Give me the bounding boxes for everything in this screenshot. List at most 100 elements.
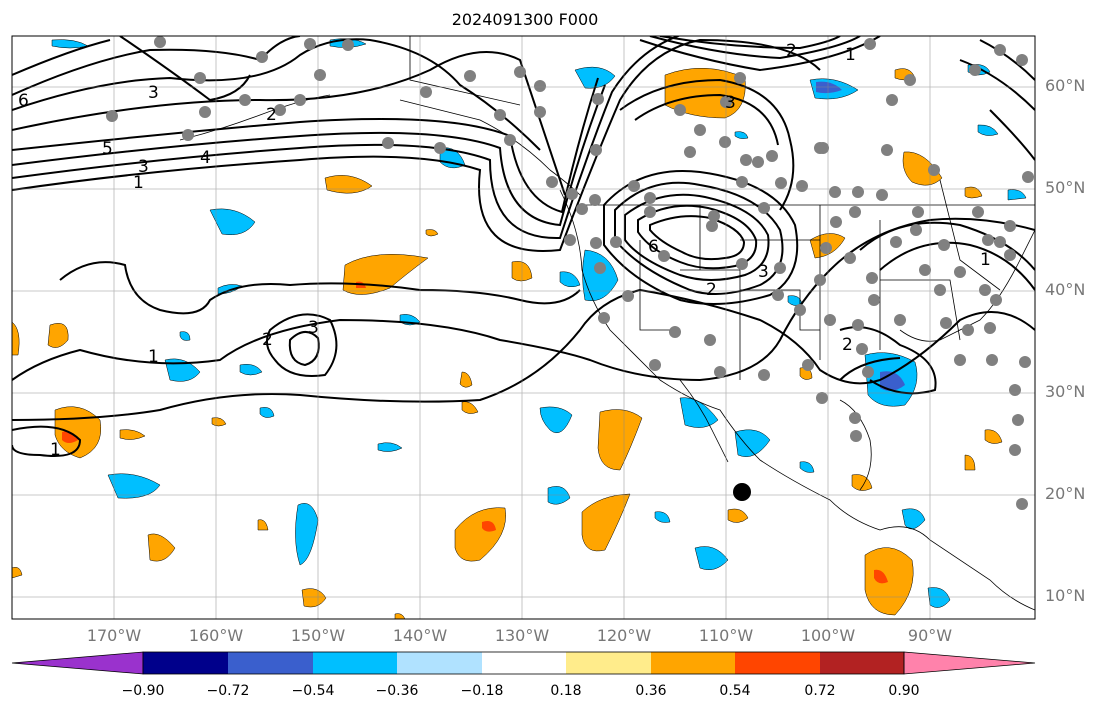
- positive-anomaly-area: [984, 429, 1003, 444]
- station-marker: [314, 69, 326, 81]
- negative-anomaly-area: [799, 461, 815, 473]
- station-marker: [194, 72, 206, 84]
- station-marker: [856, 343, 868, 355]
- positive-anomaly-area: [425, 229, 439, 237]
- station-marker: [928, 164, 940, 176]
- contour-label: 3: [308, 318, 319, 338]
- contour-label-group: 5 3 1 4 6 3 2 1 2 3 1 1 3 2 2 1 6 3 2: [18, 41, 991, 460]
- positive-anomaly-area: [147, 533, 176, 562]
- colorbar-segment: [651, 652, 735, 674]
- station-marker: [736, 176, 748, 188]
- anomaly-shading: [12, 38, 1027, 619]
- contour-label: 4: [200, 148, 211, 168]
- contour-line: [649, 215, 746, 261]
- negative-anomaly-area: [582, 249, 619, 302]
- contour-line: [603, 170, 799, 305]
- positive-anomaly-area: [119, 429, 146, 440]
- station-marker: [504, 134, 516, 146]
- station-marker: [420, 86, 432, 98]
- colorbar-segment: [482, 652, 566, 674]
- station-marker: [1012, 414, 1024, 426]
- station-marker: [904, 74, 916, 86]
- station-marker: [564, 234, 576, 246]
- station-marker: [774, 262, 786, 274]
- contour-line: [288, 331, 320, 367]
- contour-lines: [12, 36, 1035, 457]
- contour-line: [959, 59, 1035, 111]
- station-marker: [644, 206, 656, 218]
- colorbar-segment: [228, 652, 313, 674]
- station-marker: [708, 210, 720, 222]
- station-marker: [628, 180, 640, 192]
- latitude-label: 60°N: [1045, 76, 1086, 95]
- station-marker: [824, 314, 836, 326]
- station-marker: [830, 216, 842, 228]
- station-marker: [1009, 384, 1021, 396]
- station-marker: [434, 142, 446, 154]
- station-marker: [566, 188, 578, 200]
- station-marker: [775, 177, 787, 189]
- contour-label: 3: [138, 157, 149, 177]
- station-marker: [850, 430, 862, 442]
- station-marker: [694, 124, 706, 136]
- station-marker: [986, 354, 998, 366]
- gridlines: [12, 36, 1035, 619]
- station-marker: [589, 194, 601, 206]
- positive-anomaly-area: [851, 474, 873, 491]
- positive-anomaly-area: [459, 371, 473, 388]
- contour-label: 1: [50, 440, 61, 460]
- longitude-label: 120°W: [596, 626, 652, 645]
- coastline: [899, 229, 1035, 342]
- longitude-label: 130°W: [494, 626, 550, 645]
- positive-anomaly-area: [394, 613, 406, 619]
- positive-anomaly-area: [12, 321, 20, 356]
- station-marker: [182, 129, 194, 141]
- border: [939, 179, 1001, 291]
- station-marker: [534, 80, 546, 92]
- contour-label: 5: [102, 139, 113, 159]
- weather-map: 5 3 1 4 6 3 2 1 2 3 1 1 3 2 2 1 6 3 2: [11, 35, 1036, 620]
- station-marker: [938, 239, 950, 251]
- station-marker: [704, 334, 716, 346]
- contour-line: [649, 36, 861, 60]
- station-marker: [1019, 356, 1031, 368]
- station-marker: [610, 236, 622, 248]
- colorbar-tick-label: −0.54: [291, 683, 335, 699]
- station-marker: [796, 180, 808, 192]
- station-marker: [342, 39, 354, 51]
- contour-label: 3: [725, 93, 736, 113]
- station-marker: [706, 220, 718, 232]
- colorbar-tick-label: −0.18: [460, 683, 504, 699]
- negative-anomaly-area: [927, 587, 951, 608]
- station-marker: [852, 319, 864, 331]
- station-marker: [736, 258, 748, 270]
- longitude-label: 90°W: [907, 626, 953, 645]
- station-marker: [1022, 171, 1034, 183]
- contour-line: [265, 313, 338, 377]
- contour-line: [12, 39, 111, 76]
- negative-anomaly-area: [209, 208, 256, 235]
- contour-line: [12, 217, 1035, 382]
- contour-line: [12, 425, 82, 457]
- station-marker: [719, 136, 731, 148]
- contour-label: 3: [758, 262, 769, 282]
- station-markers: [106, 36, 1034, 510]
- coastline: [839, 399, 872, 491]
- contour-label: 1: [133, 173, 144, 193]
- station-marker: [546, 176, 558, 188]
- negative-anomaly-area: [164, 358, 201, 382]
- positive-anomaly-area: [454, 507, 506, 562]
- border: [880, 279, 961, 341]
- station-marker: [758, 202, 770, 214]
- station-marker: [881, 144, 893, 156]
- station-marker: [592, 93, 604, 105]
- station-marker: [894, 314, 906, 326]
- contour-line: [989, 109, 1035, 161]
- negative-anomaly-area: [734, 131, 749, 139]
- station-marker: [106, 110, 118, 122]
- colorbar-segment: [566, 652, 651, 674]
- station-marker: [864, 38, 876, 50]
- station-marker: [940, 317, 952, 329]
- longitude-label: 140°W: [392, 626, 448, 645]
- contour-label: 2: [706, 280, 717, 300]
